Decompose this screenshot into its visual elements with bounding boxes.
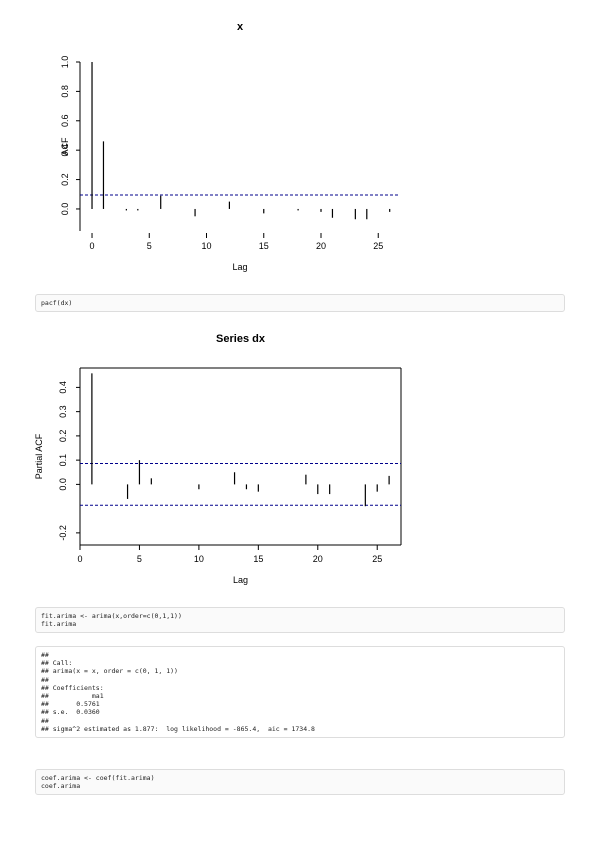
- y-tick-label: -0.2: [58, 525, 68, 541]
- code-line: pacf(dx): [41, 299, 73, 307]
- code-line: ## sigma^2 estimated as 1.877: log likel…: [41, 724, 315, 733]
- x-tick-label: 20: [316, 241, 326, 251]
- y-axis-label: Partial ACF: [34, 433, 44, 479]
- chart-title: x: [237, 21, 244, 33]
- code-line: ## 0.5761: [41, 700, 100, 709]
- x-tick-label: 0: [77, 554, 82, 564]
- code-line: ##: [41, 651, 49, 659]
- code-block: coef.arima <- coef(fit.arima) coef.arima: [35, 769, 565, 796]
- y-tick-label: 0.2: [58, 430, 68, 443]
- x-tick-label: 15: [253, 554, 263, 564]
- x-axis-label: Lag: [233, 575, 248, 585]
- code-line: ## arima(x = x, order = c(0, 1, 1)): [41, 667, 178, 676]
- x-tick-label: 10: [202, 241, 212, 251]
- y-tick-label: 0.4: [58, 381, 68, 394]
- x-tick-label: 10: [194, 554, 204, 564]
- y-tick-label: 0.6: [60, 115, 70, 128]
- chart-title: Series dx: [216, 333, 266, 345]
- code-line: fit.arima: [41, 620, 77, 629]
- y-axis-label: ACF: [60, 137, 70, 156]
- code-line: fit.arima <- arima(x,order=c(0,1,1)): [41, 612, 182, 620]
- x-tick-label: 0: [90, 241, 95, 251]
- y-tick-label: 0.1: [58, 454, 68, 467]
- code-line: ## ma1: [41, 692, 104, 701]
- code-line: ## s.e. 0.0360: [41, 708, 100, 717]
- code-line: coef.arima <- coef(fit.arima): [41, 774, 155, 782]
- y-tick-label: 0.8: [60, 85, 70, 98]
- code-line: ##: [41, 675, 49, 684]
- x-tick-label: 20: [313, 554, 323, 564]
- y-tick-label: 0.2: [60, 173, 70, 186]
- x-tick-label: 25: [372, 554, 382, 564]
- code-block: pacf(dx): [35, 294, 565, 313]
- output-block: ## ## Call: ## arima(x = x, order = c(0, 1…: [35, 646, 565, 739]
- y-tick-label: 0.4: [60, 144, 70, 157]
- code-block: fit.arima <- arima(x,order=c(0,1,1)) fit.…: [35, 607, 565, 634]
- y-tick-label: 0.3: [58, 405, 68, 418]
- x-axis-label: Lag: [232, 262, 247, 272]
- x-tick-label: 5: [137, 554, 142, 564]
- y-tick-label: 1.0: [60, 56, 70, 69]
- y-tick-label: 0.0: [58, 478, 68, 491]
- y-tick-label: 0.0: [60, 203, 70, 216]
- x-tick-label: 15: [259, 241, 269, 251]
- code-line: ## Coefficients:: [41, 683, 104, 692]
- x-tick-label: 5: [147, 241, 152, 251]
- code-line: ##: [41, 716, 49, 725]
- code-line: coef.arima: [41, 782, 81, 791]
- x-tick-label: 25: [373, 241, 383, 251]
- code-line: ## Call:: [41, 659, 73, 668]
